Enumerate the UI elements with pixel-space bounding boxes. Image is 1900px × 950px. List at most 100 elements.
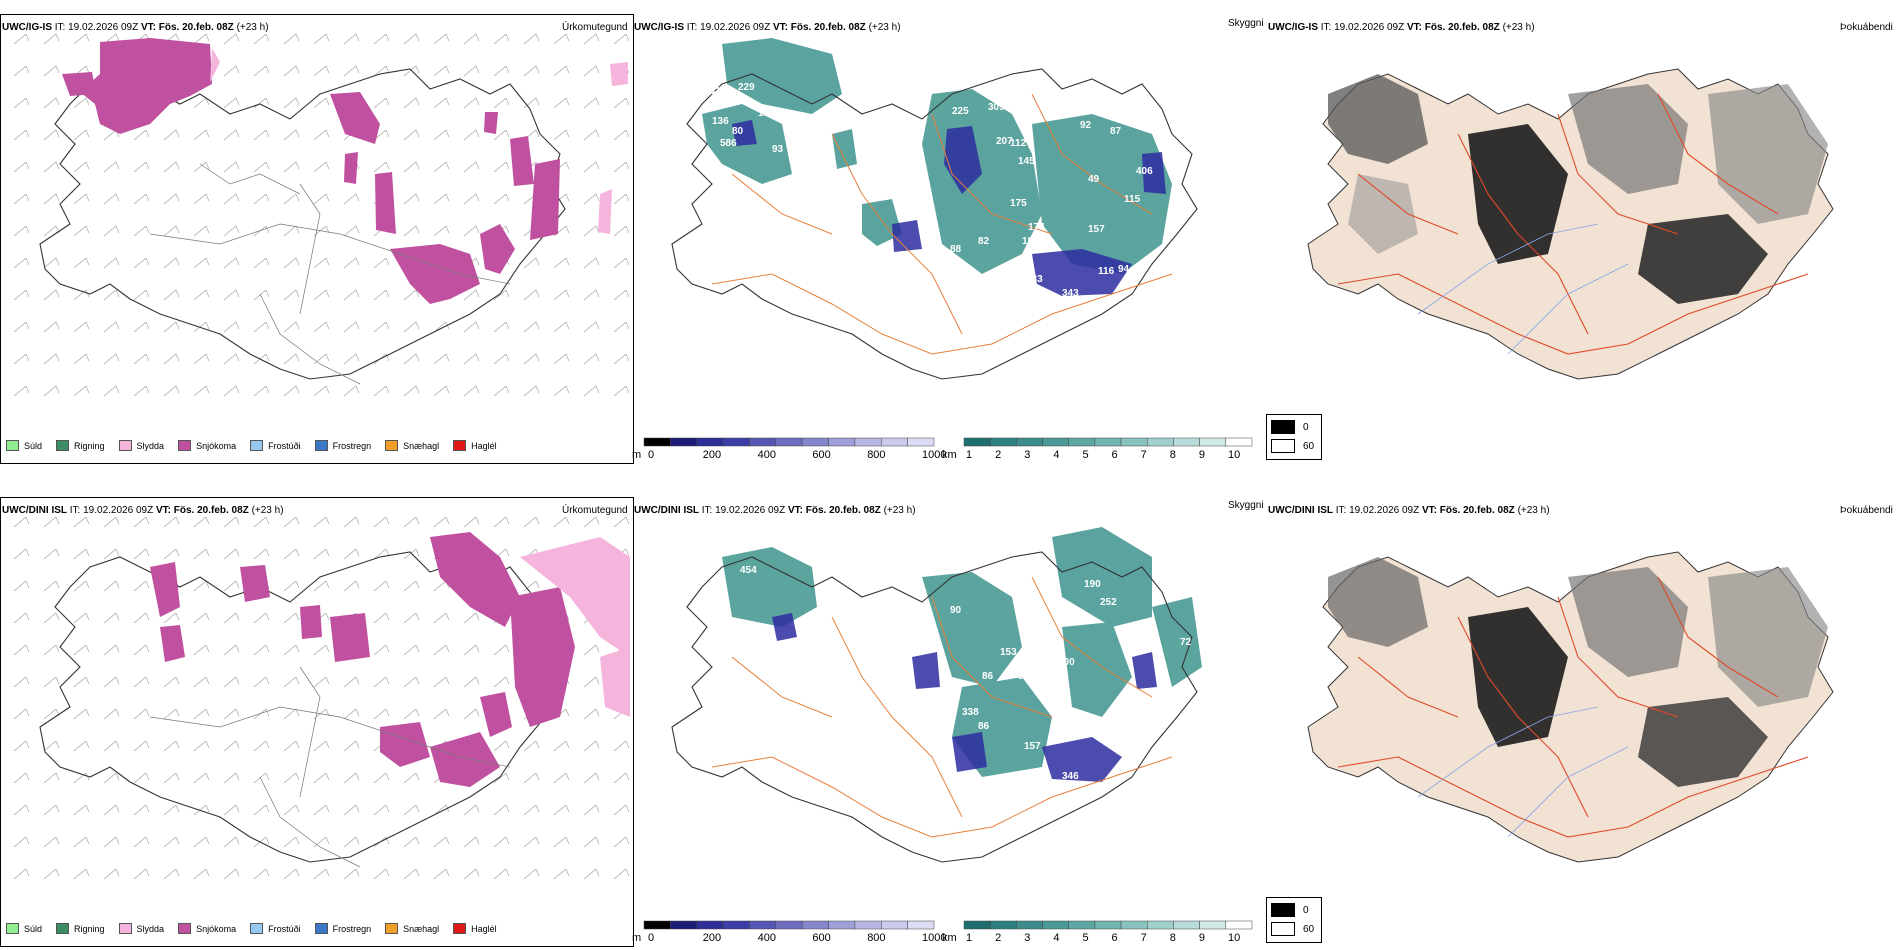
- wind-barb: [343, 193, 360, 205]
- wind-barb: [613, 193, 630, 205]
- colorbar-segment: [1120, 437, 1148, 447]
- it-value: 19.02.2026 09Z: [1349, 505, 1420, 516]
- colorbar-segment: [854, 920, 882, 930]
- colorbar-segment: [643, 437, 671, 447]
- model-name: UWC/DINI ISL: [2, 505, 67, 516]
- wind-barb: [253, 257, 270, 269]
- ceiling-label: 231: [704, 86, 721, 97]
- wind-barb: [283, 129, 300, 141]
- wind-barb: [613, 289, 630, 301]
- wind-barb: [223, 193, 240, 205]
- fog-legend-2: 0 60: [1266, 897, 1322, 943]
- wind-barb: [523, 353, 540, 365]
- visibility-colorbar-2: km 1 2 3 4 5 6 7 8 9 10: [942, 920, 1253, 944]
- wind-barb: [583, 708, 600, 720]
- wind-barb: [253, 516, 270, 528]
- wind-barb: [403, 129, 420, 141]
- wind-barb: [583, 385, 600, 397]
- vis-teal-areas: [722, 527, 1202, 777]
- wind-barb: [613, 385, 630, 397]
- wind-barb: [343, 385, 360, 397]
- colorbar-tick: 3: [1024, 449, 1030, 461]
- wind-barb: [13, 97, 30, 109]
- it-label: IT:: [686, 22, 698, 33]
- wind-barb: [523, 289, 540, 301]
- wind-barb: [583, 804, 600, 816]
- wind-barb: [373, 804, 390, 816]
- ceiling-label: 153: [1000, 647, 1017, 658]
- wind-barb: [283, 33, 300, 45]
- wind-barb: [373, 257, 390, 269]
- wind-barb: [343, 65, 360, 77]
- wind-barb: [433, 612, 450, 624]
- legend-label: Frostregn: [332, 923, 372, 934]
- wind-barb: [403, 548, 420, 560]
- wind-barb: [193, 580, 210, 592]
- legend-label: Snjókoma: [196, 923, 237, 934]
- wind-barb: [13, 644, 30, 656]
- ceiling-label: 90: [950, 605, 962, 616]
- legend-swatch: [56, 440, 70, 451]
- colorbar-segment: [881, 437, 908, 447]
- wind-barb: [133, 836, 150, 848]
- ceiling-label: 200: [1058, 657, 1075, 668]
- legend-swatch: [6, 923, 19, 934]
- colorbar-tick: 4: [1053, 932, 1059, 944]
- ceiling-label: 454: [740, 565, 757, 576]
- wind-barb: [613, 836, 630, 848]
- wind-barb: [73, 580, 90, 592]
- wind-barb: [523, 65, 540, 77]
- it-value: 19.02.2026 09Z: [715, 505, 786, 516]
- wind-barb: [103, 868, 120, 880]
- wind-barb: [223, 804, 240, 816]
- wind-barb: [223, 644, 240, 656]
- colorbar-tick: 2: [995, 932, 1001, 944]
- wind-barb: [223, 612, 240, 624]
- wind-barb: [193, 676, 210, 688]
- wind-barb: [43, 289, 60, 301]
- wind-barb: [343, 804, 360, 816]
- wind-barb: [583, 257, 600, 269]
- colorbar-segment: [1016, 437, 1043, 447]
- vis-title-1: Skyggni: [1228, 18, 1264, 29]
- wind-barb: [493, 676, 510, 688]
- legend-swatch: [250, 923, 264, 934]
- roads: [711, 93, 1173, 355]
- colorbar-tick: 10: [1228, 449, 1240, 461]
- wind-barb: [493, 321, 510, 333]
- colorbar-segment: [643, 920, 671, 930]
- wind-barb: [133, 161, 150, 173]
- wind-barb: [73, 516, 90, 528]
- wind-barb: [253, 804, 270, 816]
- wind-barb: [373, 65, 390, 77]
- wind-barb: [343, 289, 360, 301]
- colorbar-segment: [670, 920, 697, 930]
- wind-barb: [13, 225, 30, 237]
- legend-label: Snæhagl: [403, 440, 440, 451]
- colorbar-tick: 1: [966, 932, 972, 944]
- wind-barb: [283, 676, 300, 688]
- wind-barb: [193, 225, 210, 237]
- ceiling-label: 157: [1024, 741, 1041, 752]
- precip-header-2: UWC/DINI ISL IT: 19.02.2026 09Z VT: Fös.…: [2, 505, 284, 516]
- wind-barb: [523, 804, 540, 816]
- wind-barb: [613, 257, 630, 269]
- ceiling-label: 49: [1088, 174, 1100, 185]
- it-value: 19.02.2026 09Z: [68, 22, 139, 33]
- wind-barb: [433, 129, 450, 141]
- wind-barb: [223, 33, 240, 45]
- ceiling-label: 86: [982, 671, 994, 682]
- wind-barb: [283, 97, 300, 109]
- colorbar-tick: 1000: [922, 932, 946, 944]
- wind-barb: [13, 772, 30, 784]
- wind-barb: [403, 289, 420, 301]
- wind-barb: [523, 33, 540, 45]
- colorbar-segment: [989, 920, 1017, 930]
- ceiling-label: 406: [1136, 166, 1153, 177]
- wind-barb: [223, 836, 240, 848]
- wind-barb: [403, 580, 420, 592]
- wind-barb: [313, 257, 330, 269]
- colorbar-segment: [881, 920, 908, 930]
- wind-barb: [133, 225, 150, 237]
- wind-barb: [223, 161, 240, 173]
